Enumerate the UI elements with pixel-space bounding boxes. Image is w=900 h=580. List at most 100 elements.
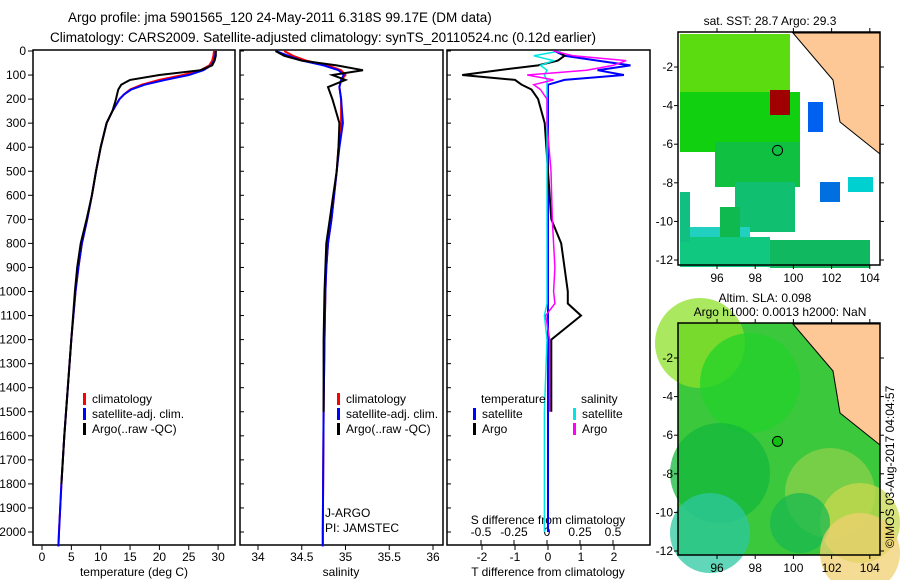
- salinity-legend-swatch: [337, 408, 340, 420]
- sst-map-lat-label: -10: [656, 214, 674, 228]
- sst-map-lat-label: -8: [662, 176, 673, 190]
- sst-map-lon-label: 100: [783, 271, 803, 285]
- sla-map-lon-label: 102: [822, 561, 842, 575]
- s-legend-title: salinity: [581, 392, 618, 406]
- salinity-series-satellite-adj: [275, 50, 345, 547]
- salinity-axis-tick-label: 34: [251, 550, 265, 564]
- depth-tick-label: 1500: [0, 405, 26, 419]
- temperature-series-argo: [60, 51, 217, 484]
- sst-map-data-cell: [820, 182, 840, 202]
- depth-tick-label: 1100: [0, 309, 26, 323]
- depth-tick-label: 900: [6, 260, 26, 274]
- sst-map-title: sat. SST: 28.7 Argo: 29.3: [704, 14, 837, 28]
- temperature-legend-swatch: [83, 408, 86, 420]
- sst-map-argo-location-marker: [772, 144, 784, 156]
- s-difference-legend-label: Argo: [582, 422, 608, 436]
- depth-tick-label: 300: [6, 116, 26, 130]
- salinity-axis-tick-label: 35: [339, 550, 353, 564]
- temperature-legend-label: climatology: [92, 392, 152, 406]
- t-difference-axis-tick-label: -1: [510, 550, 521, 564]
- sst-map-data-cell: [680, 192, 690, 242]
- sla-map-lon-label: 98: [749, 561, 763, 575]
- temperature-series-satellite-adj: [57, 50, 217, 547]
- s-difference-axis-tick-label: 0.5: [605, 525, 622, 539]
- depth-tick-label: 1800: [0, 477, 26, 491]
- t-difference-axis-tick-label: 0: [545, 550, 552, 564]
- salinity-legend-swatch: [337, 423, 340, 435]
- salinity-series-climatology: [283, 50, 347, 547]
- temperature-panel-frame: [32, 49, 236, 546]
- depth-tick-label: 1700: [0, 453, 26, 467]
- sla-map-field-patch: [770, 493, 830, 553]
- temperature-axis-tick-label: 30: [211, 550, 225, 564]
- temperature-axis-tick-label: 10: [94, 550, 108, 564]
- depth-tick-label: 0: [19, 44, 26, 58]
- sla-map-land: [791, 323, 881, 447]
- salinity-legend-label: satellite-adj. clim.: [346, 407, 438, 421]
- temperature-axis-label: temperature (deg C): [80, 565, 188, 579]
- temperature-legend-label: satellite-adj. clim.: [92, 407, 184, 421]
- salinity-legend-swatch: [337, 393, 340, 405]
- s-difference-legend-label: satellite: [582, 407, 623, 421]
- sst-map-lat-label: -4: [662, 99, 673, 113]
- salinity-legend-label: climatology: [346, 392, 406, 406]
- float-program-label: J-ARGO: [325, 506, 370, 520]
- sst-map-data-cell: [680, 34, 790, 94]
- sla-map-lat-label: -6: [662, 428, 673, 442]
- sst-map-data-cell: [680, 237, 770, 267]
- temperature-legend-swatch: [83, 423, 86, 435]
- salinity-axis-tick-label: 34.5: [290, 550, 314, 564]
- difference-series-t-satellite: [547, 50, 631, 532]
- temperature-axis-tick-label: 5: [68, 550, 75, 564]
- temperature-axis-tick-label: 20: [153, 550, 167, 564]
- s-difference-legend-swatch: [573, 423, 576, 435]
- float-pi-label: PI: JAMSTEC: [325, 521, 399, 535]
- s-difference-axis-tick-label: 0.25: [568, 525, 592, 539]
- temperature-legend-label: Argo(..raw -QC): [92, 422, 177, 436]
- difference-series-s-argo: [527, 50, 627, 412]
- sla-map-lat-label: -4: [662, 390, 673, 404]
- sst-map-frame: [677, 31, 881, 266]
- salinity-axis-label: salinity: [323, 565, 360, 579]
- sla-map-lon-label: 104: [860, 561, 880, 575]
- depth-tick-label: 100: [6, 68, 26, 82]
- depth-tick-label: 1300: [0, 357, 26, 371]
- title-line-1: Argo profile: jma 5901565_120 24-May-201…: [68, 10, 492, 25]
- depth-tick-label: 400: [6, 140, 26, 154]
- sla-map-lon-label: 96: [710, 561, 724, 575]
- depth-tick-label: 1600: [0, 429, 26, 443]
- temperature-axis-tick-label: 0: [39, 550, 46, 564]
- salinity-series-argo: [275, 50, 364, 412]
- sla-map-title-line-1: Altim. SLA: 0.098: [719, 291, 812, 305]
- salinity-axis-tick-label: 35.5: [378, 550, 402, 564]
- salinity-legend-label: Argo(..raw -QC): [346, 422, 431, 436]
- sst-map-data-cell: [715, 142, 800, 187]
- sst-map-lat-label: -2: [662, 60, 673, 74]
- depth-tick-label: 1900: [0, 501, 26, 515]
- sst-map-lon-label: 96: [710, 271, 724, 285]
- temperature-legend-swatch: [83, 393, 86, 405]
- depth-tick-label: 500: [6, 164, 26, 178]
- sla-map-argo-location-marker: [772, 435, 784, 447]
- sla-map-lat-label: -8: [662, 467, 673, 481]
- depth-tick-label: 2000: [0, 525, 26, 539]
- t-difference-legend-swatch: [473, 423, 476, 435]
- sla-map-title-line-2: Argo h1000: 0.0013 h2000: NaN: [694, 305, 867, 319]
- sla-map-field-patch: [700, 333, 800, 433]
- t-difference-legend-label: satellite: [482, 407, 523, 421]
- depth-tick-label: 800: [6, 236, 26, 250]
- sst-map-data-cell: [848, 177, 873, 192]
- salinity-panel-frame: [239, 49, 444, 546]
- sst-map-lon-label: 98: [749, 271, 763, 285]
- s-difference-axis-tick-label: -0.25: [500, 525, 528, 539]
- depth-tick-label: 1200: [0, 333, 26, 347]
- sst-map-lon-label: 102: [822, 271, 842, 285]
- sla-map-lat-label: -12: [656, 544, 674, 558]
- depth-tick-label: 700: [6, 212, 26, 226]
- sst-map-data-cell: [735, 182, 795, 232]
- t-difference-axis-tick-label: -2: [477, 550, 488, 564]
- sst-map-lat-label: -12: [656, 253, 674, 267]
- copyright-label: ©IMOS 03-Aug-2017 04:04:57: [883, 385, 897, 548]
- sst-map-data-cell: [770, 240, 870, 268]
